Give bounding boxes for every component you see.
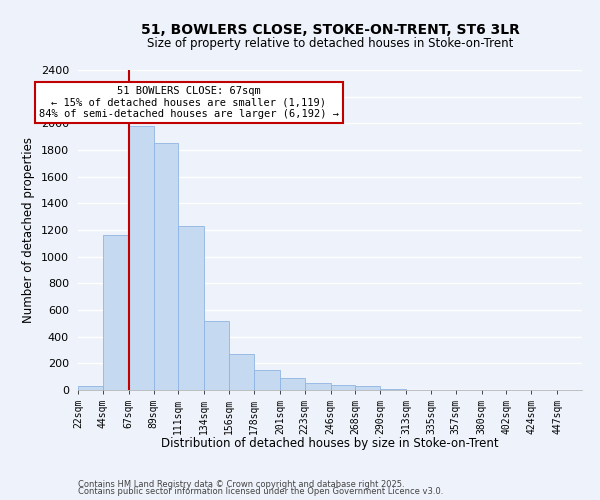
Bar [129,126,154,390]
Text: Contains public sector information licensed under the Open Government Licence v3: Contains public sector information licen… [78,488,443,496]
Y-axis label: Number of detached properties: Number of detached properties [22,137,35,323]
Text: 51 BOWLERS CLOSE: 67sqm
← 15% of detached houses are smaller (1,119)
84% of semi: 51 BOWLERS CLOSE: 67sqm ← 15% of detache… [39,86,339,119]
Bar [355,386,380,390]
Bar [280,378,305,390]
Bar [229,354,254,390]
Bar [154,144,178,390]
Bar [78,386,103,390]
Text: Size of property relative to detached houses in Stoke-on-Trent: Size of property relative to detached ho… [147,38,513,51]
Text: Contains HM Land Registry data © Crown copyright and database right 2025.: Contains HM Land Registry data © Crown c… [78,480,404,489]
X-axis label: Distribution of detached houses by size in Stoke-on-Trent: Distribution of detached houses by size … [161,437,499,450]
Bar [103,236,129,390]
Bar [254,370,280,390]
Text: 51, BOWLERS CLOSE, STOKE-ON-TRENT, ST6 3LR: 51, BOWLERS CLOSE, STOKE-ON-TRENT, ST6 3… [140,22,520,36]
Bar [305,384,331,390]
Bar [178,226,204,390]
Bar [331,386,355,390]
Bar [204,320,229,390]
